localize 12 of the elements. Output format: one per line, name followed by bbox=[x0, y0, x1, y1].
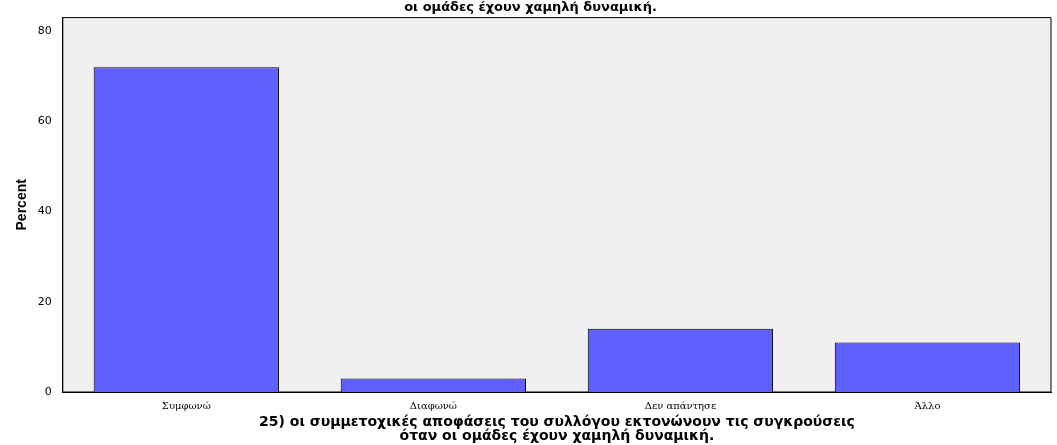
y-tick-label: 80 bbox=[37, 23, 52, 37]
y-axis-title: Percent bbox=[13, 178, 30, 231]
x-tick-label: Δεν απάντησε bbox=[644, 399, 717, 411]
y-tick-label: 60 bbox=[37, 114, 52, 128]
x-axis-title: 25) οι συμμετοχικές αποφάσεις του συλλόγου εκτονώνουν τις συγκρούσεις όταν οι ομάδες έχουν χαμηλή δυναμική. bbox=[259, 412, 855, 443]
y-tick-label: 20 bbox=[37, 294, 52, 308]
y-tick-label: 40 bbox=[37, 204, 52, 218]
x-tick-label: Συμφωνώ bbox=[161, 399, 211, 411]
x-tick-label: Άλλο bbox=[913, 399, 941, 411]
x-tick-label: Διαφωνώ bbox=[409, 399, 458, 411]
chart-title: οι ομάδες έχουν χαμηλή δυναμική. bbox=[404, 0, 657, 15]
y-tick-label: 0 bbox=[44, 384, 52, 398]
